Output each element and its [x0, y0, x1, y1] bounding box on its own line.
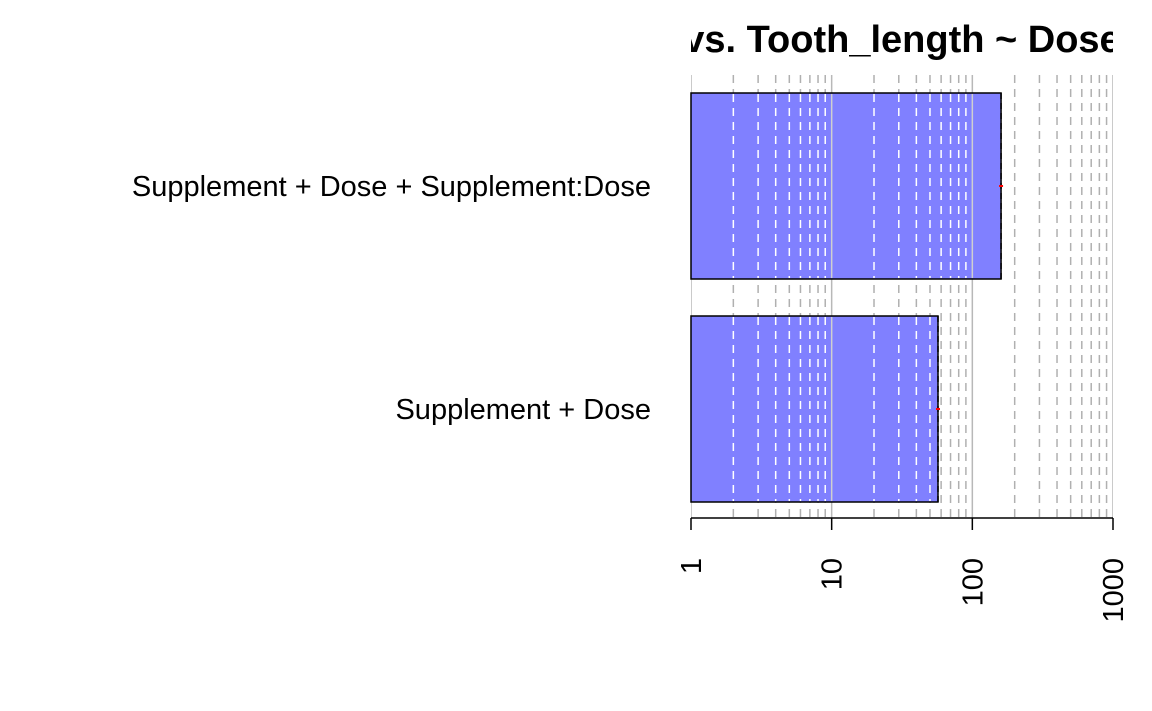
category-label: Supplement + Dose + Supplement:Dose	[132, 171, 651, 203]
x-tick-label: 100	[957, 558, 989, 606]
x-tick-label: 1000	[1098, 558, 1130, 623]
title-group: vs. Tooth_length ~ Dose	[683, 19, 1120, 61]
chart-title: vs. Tooth_length ~ Dose	[683, 19, 1120, 61]
bar	[690, 92, 1002, 280]
bar-grid-overlay	[732, 93, 1004, 502]
category-labels: Supplement + Dose + Supplement:Dose Suppl…	[132, 171, 651, 426]
x-tick-label: 1	[676, 558, 708, 574]
category-label: Supplement + Dose	[395, 394, 651, 426]
x-axis: 1 10 100 1000	[676, 517, 1130, 623]
x-tick-label: 10	[817, 558, 849, 590]
bars-group	[690, 92, 1002, 503]
bar	[690, 315, 939, 503]
